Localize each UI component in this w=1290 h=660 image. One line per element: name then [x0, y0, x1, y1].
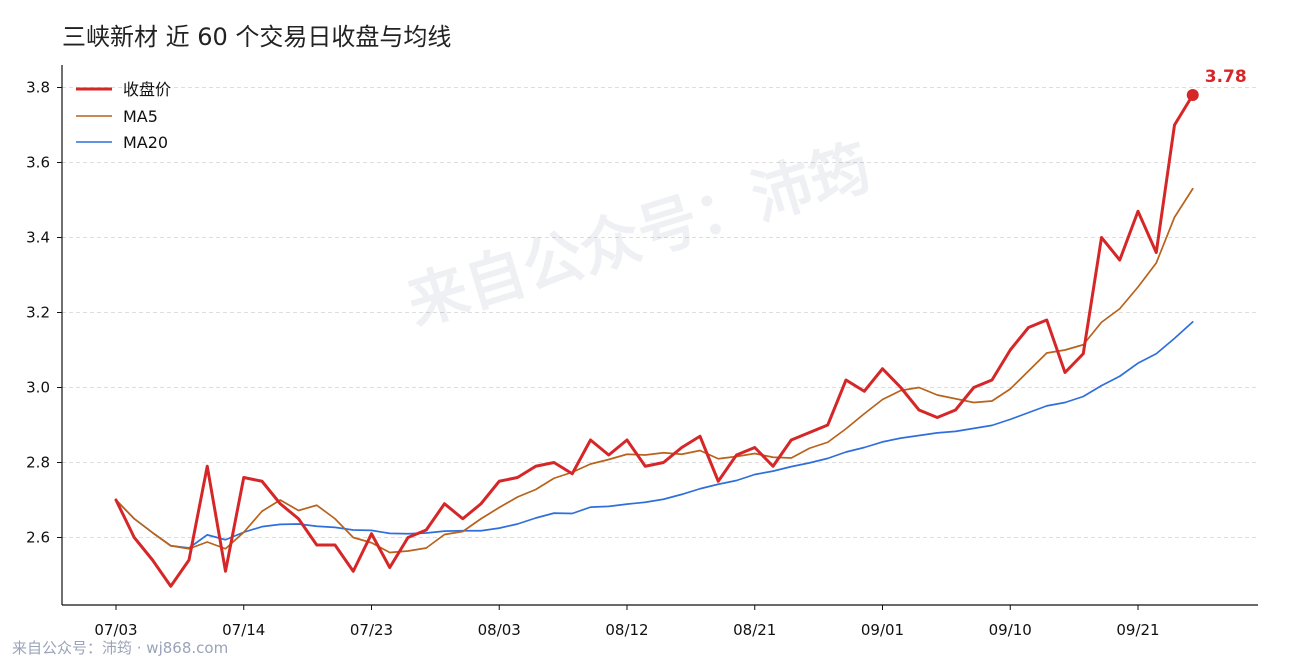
y-tick-label: 2.6: [26, 529, 50, 547]
x-tick-label: 08/03: [478, 621, 521, 639]
y-tick-label: 2.8: [26, 454, 50, 472]
series-line-close: [114, 93, 1195, 588]
y-tick-label: 3.8: [26, 79, 50, 97]
footer-source: 来自公众号：沛筠 · wj868.com: [12, 639, 228, 657]
series-line-ma5: [115, 187, 1194, 554]
x-tick-label: 09/01: [861, 621, 904, 639]
y-tick-label: 3.4: [26, 229, 50, 247]
x-tick-label: 07/14: [222, 621, 265, 639]
last-close-label: 3.78: [1205, 67, 1247, 87]
last-close-point: [1186, 89, 1199, 101]
x-axis-ticks: 07/03 07/14 07/23 08/03 08/12 08/21 09/01 09/10…: [94, 605, 1160, 639]
series-lines: [114, 93, 1195, 588]
legend-label-close: 收盘价: [123, 80, 171, 99]
x-tick-label: 07/23: [350, 621, 393, 639]
x-tick-label: 08/12: [605, 621, 648, 639]
legend-label-ma5: MA5: [123, 107, 158, 126]
x-tick-label: 09/21: [1116, 621, 1159, 639]
legend: 收盘价 MA5 MA20: [76, 80, 171, 152]
y-tick-label: 3.2: [26, 304, 50, 322]
legend-label-ma20: MA20: [123, 133, 168, 152]
x-tick-label: 07/03: [94, 621, 137, 639]
y-tick-label: 3.6: [26, 154, 50, 172]
x-tick-label: 08/21: [733, 621, 776, 639]
grid-lines: [62, 87, 1258, 538]
series-line-ma20: [115, 321, 1194, 549]
chart-title: 三峡新材 近 60 个交易日收盘与均线: [62, 23, 451, 51]
y-tick-label: 3.0: [26, 379, 50, 397]
y-axis-ticks: 2.6 2.8 3.0 3.2 3.4 3.6 3.8: [26, 79, 62, 547]
x-tick-label: 09/10: [989, 621, 1032, 639]
